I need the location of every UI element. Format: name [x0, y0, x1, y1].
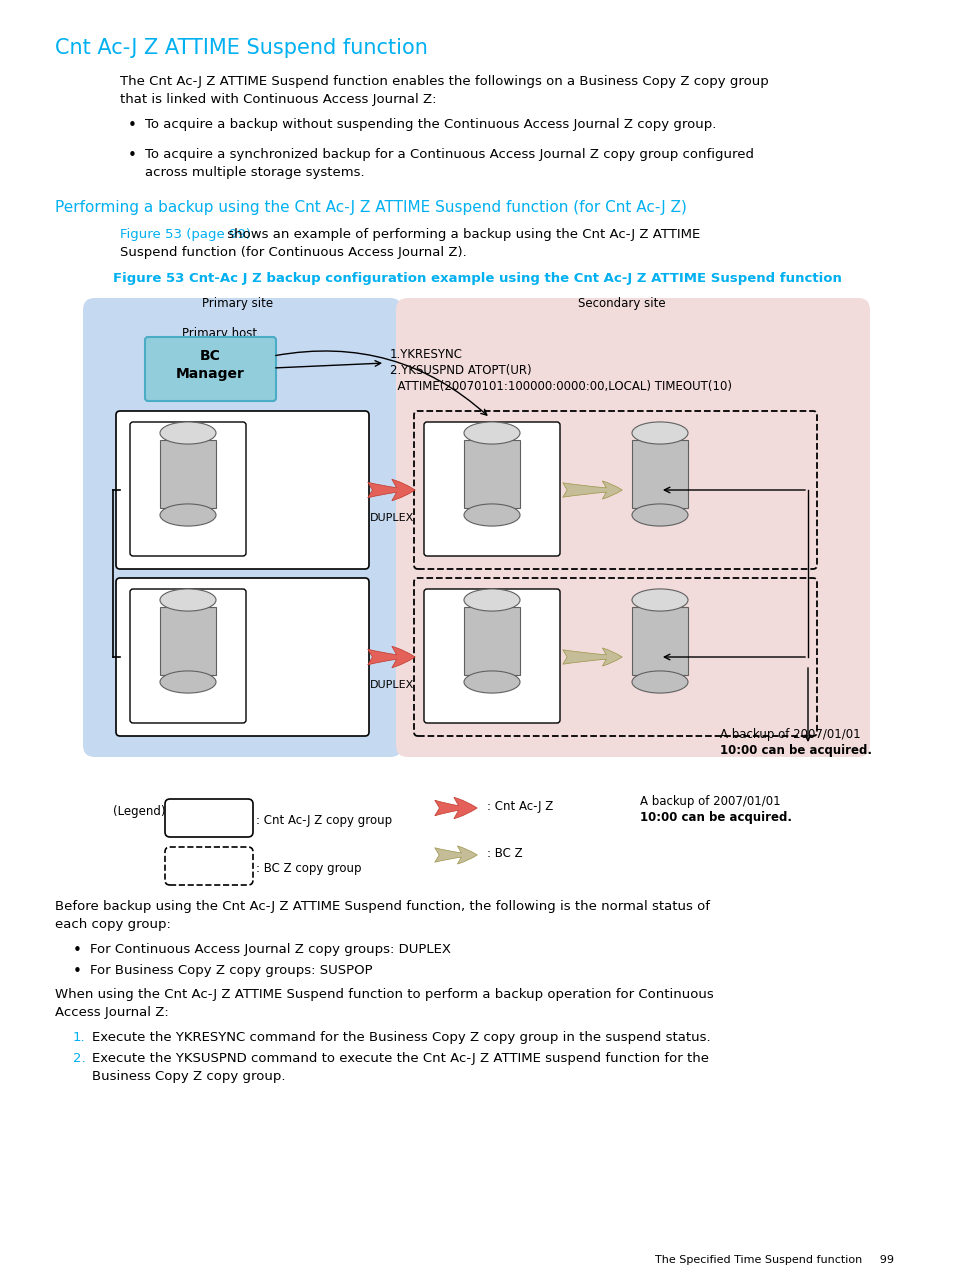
Text: 2.YKSUSPND ATOPT(UR): 2.YKSUSPND ATOPT(UR) — [390, 364, 531, 377]
Text: •: • — [128, 147, 136, 163]
FancyBboxPatch shape — [165, 799, 253, 838]
Text: •: • — [73, 943, 82, 958]
Ellipse shape — [631, 422, 687, 444]
Text: ATTIME(20070101:100000:0000:00,LOCAL) TIMEOUT(10): ATTIME(20070101:100000:0000:00,LOCAL) TI… — [390, 380, 731, 393]
Text: Primary site: Primary site — [202, 297, 274, 310]
Text: Primary host: Primary host — [182, 327, 257, 341]
Text: Access Journal Z:: Access Journal Z: — [55, 1007, 169, 1019]
FancyBboxPatch shape — [395, 297, 869, 758]
Ellipse shape — [463, 503, 519, 526]
Text: Business Copy Z copy group.: Business Copy Z copy group. — [91, 1070, 285, 1083]
FancyBboxPatch shape — [130, 422, 246, 555]
Text: : Cnt Ac-J Z copy group: : Cnt Ac-J Z copy group — [255, 813, 392, 827]
Text: A backup of 2007/01/01: A backup of 2007/01/01 — [639, 794, 780, 808]
Text: The Cnt Ac-J Z ATTIME Suspend function enables the followings on a Business Copy: The Cnt Ac-J Z ATTIME Suspend function e… — [120, 75, 768, 88]
FancyBboxPatch shape — [130, 588, 246, 723]
Bar — [463, 440, 519, 507]
Ellipse shape — [463, 588, 519, 611]
Text: Figure 53 Cnt-Ac J Z backup configuration example using the Cnt Ac-J Z ATTIME Su: Figure 53 Cnt-Ac J Z backup configuratio… — [112, 272, 841, 285]
Text: : BC Z: : BC Z — [486, 846, 522, 860]
Text: A backup of 2007/01/01: A backup of 2007/01/01 — [720, 728, 860, 741]
Text: Secondary site: Secondary site — [578, 297, 665, 310]
FancyBboxPatch shape — [423, 422, 559, 555]
Text: •: • — [73, 963, 82, 979]
Text: across multiple storage systems.: across multiple storage systems. — [145, 167, 364, 179]
Text: that is linked with Continuous Access Journal Z:: that is linked with Continuous Access Jo… — [120, 93, 436, 105]
Ellipse shape — [463, 422, 519, 444]
Text: Execute the YKRESYNC command for the Business Copy Z copy group in the suspend s: Execute the YKRESYNC command for the Bus… — [91, 1031, 710, 1043]
FancyBboxPatch shape — [145, 337, 275, 400]
Text: shows an example of performing a backup using the Cnt Ac-J Z ATTIME: shows an example of performing a backup … — [223, 228, 700, 241]
Ellipse shape — [463, 671, 519, 693]
Ellipse shape — [631, 588, 687, 611]
Text: Execute the YKSUSPND command to execute the Cnt Ac-J Z ATTIME suspend function f: Execute the YKSUSPND command to execute … — [91, 1052, 708, 1065]
Text: 10:00 can be acquired.: 10:00 can be acquired. — [639, 811, 791, 824]
Ellipse shape — [631, 671, 687, 693]
Bar — [160, 608, 215, 675]
Text: DUPLEX: DUPLEX — [370, 513, 414, 522]
Ellipse shape — [160, 422, 215, 444]
Bar — [463, 608, 519, 675]
Text: Figure 53 (page 99): Figure 53 (page 99) — [120, 228, 251, 241]
Text: : BC Z copy group: : BC Z copy group — [255, 862, 361, 874]
Text: Suspend function (for Continuous Access Journal Z).: Suspend function (for Continuous Access … — [120, 247, 466, 259]
Ellipse shape — [160, 503, 215, 526]
Text: Before backup using the Cnt Ac-J Z ATTIME Suspend function, the following is the: Before backup using the Cnt Ac-J Z ATTIM… — [55, 900, 709, 913]
Text: 1.: 1. — [73, 1031, 86, 1043]
Text: For Business Copy Z copy groups: SUSPOP: For Business Copy Z copy groups: SUSPOP — [90, 963, 373, 977]
Text: Cnt Ac-J Z ATTIME Suspend function: Cnt Ac-J Z ATTIME Suspend function — [55, 38, 428, 58]
Text: For Continuous Access Journal Z copy groups: DUPLEX: For Continuous Access Journal Z copy gro… — [90, 943, 451, 956]
Text: : Cnt Ac-J Z: : Cnt Ac-J Z — [486, 799, 553, 813]
FancyBboxPatch shape — [423, 588, 559, 723]
Text: •: • — [128, 118, 136, 133]
Text: To acquire a synchronized backup for a Continuous Access Journal Z copy group co: To acquire a synchronized backup for a C… — [145, 147, 753, 161]
Text: (Legend): (Legend) — [112, 805, 165, 819]
Text: When using the Cnt Ac-J Z ATTIME Suspend function to perform a backup operation : When using the Cnt Ac-J Z ATTIME Suspend… — [55, 988, 713, 1002]
FancyBboxPatch shape — [116, 578, 369, 736]
Text: BC
Manager: BC Manager — [176, 350, 245, 380]
Bar — [631, 440, 687, 507]
Bar — [631, 608, 687, 675]
Text: Performing a backup using the Cnt Ac-J Z ATTIME Suspend function (for Cnt Ac-J Z: Performing a backup using the Cnt Ac-J Z… — [55, 200, 686, 215]
Text: DUPLEX: DUPLEX — [370, 680, 414, 690]
Ellipse shape — [631, 503, 687, 526]
Text: 10:00 can be acquired.: 10:00 can be acquired. — [720, 744, 871, 758]
Text: To acquire a backup without suspending the Continuous Access Journal Z copy grou: To acquire a backup without suspending t… — [145, 118, 716, 131]
FancyBboxPatch shape — [165, 846, 253, 885]
Text: 1.YKRESYNC: 1.YKRESYNC — [390, 348, 462, 361]
FancyBboxPatch shape — [116, 411, 369, 569]
FancyBboxPatch shape — [83, 297, 401, 758]
Ellipse shape — [160, 588, 215, 611]
Text: each copy group:: each copy group: — [55, 918, 171, 930]
Bar — [160, 440, 215, 507]
Text: The Specified Time Suspend function     99: The Specified Time Suspend function 99 — [655, 1254, 893, 1265]
Text: 2.: 2. — [73, 1052, 86, 1065]
Ellipse shape — [160, 671, 215, 693]
